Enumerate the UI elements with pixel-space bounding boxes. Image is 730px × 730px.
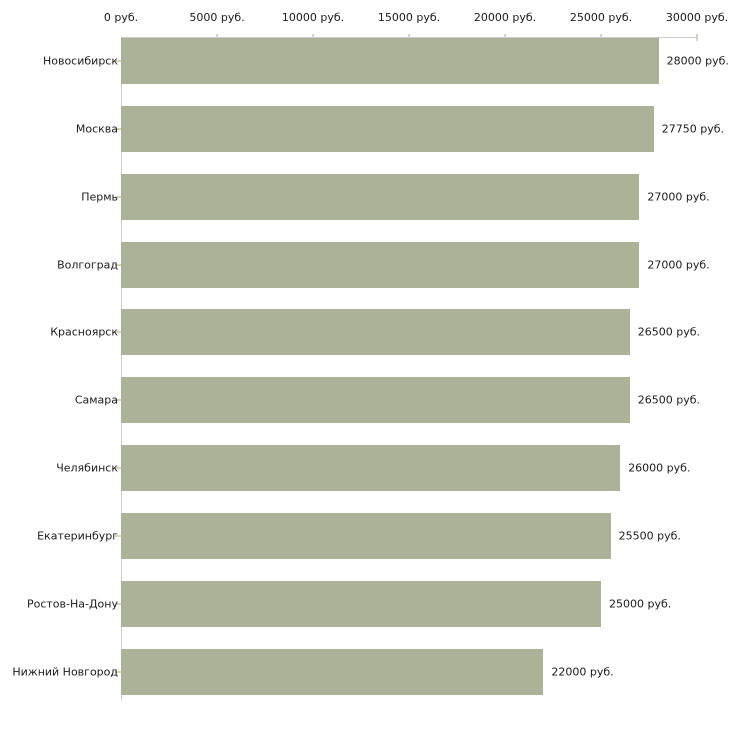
bar [121,648,544,695]
category-label: Москва [75,122,118,136]
category-label: Ростов-На-Дону [26,597,118,611]
value-label: 26000 руб. [628,461,691,475]
category-label: Пермь [81,190,118,204]
x-axis-tick-mark [696,34,698,41]
x-axis-tick-label: 5000 руб. [189,11,245,24]
bar-row: Екатеринбург 25500 руб. [0,512,730,559]
bar-row: Новосибирск 28000 руб. [0,38,730,84]
value-label: 27750 руб. [661,122,725,136]
bar [121,38,659,84]
value-label: 25500 руб. [618,529,681,543]
category-label: Красноярск [50,325,118,339]
bar [121,377,630,424]
y-axis-tick-mark [115,399,121,402]
category-label: Самара [74,393,118,407]
y-axis-tick-mark [115,602,121,605]
category-label: Екатеринбург [37,529,118,543]
x-axis-tick-label: 10000 руб. [281,11,345,24]
value-label: 27000 руб. [647,190,710,204]
x-axis-tick-label: 25000 руб. [569,11,633,24]
bar-row: Нижний Новгород 22000 руб. [0,648,730,695]
y-axis-tick-mark [115,263,121,266]
x-axis-tick-label: 0 руб. [103,11,139,24]
value-label: 22000 руб. [551,665,614,679]
value-label: 26500 руб. [637,325,701,339]
bar [121,105,654,152]
y-axis-tick-mark [115,670,121,673]
value-label: 26500 руб. [637,393,701,407]
y-axis-tick-mark [115,195,121,198]
value-label: 28000 руб. [666,54,729,68]
x-axis-tick-label: 30000 руб. [665,11,729,24]
value-label: 27000 руб. [647,258,710,272]
x-axis-line [121,37,697,38]
y-axis-tick-mark [115,534,121,537]
y-axis-tick-mark [115,60,121,62]
bar-row: Челябинск 26000 руб. [0,445,730,492]
x-axis-tick-label: 15000 руб. [377,11,441,24]
bar-row: Пермь 27000 руб. [0,173,730,220]
bar-row: Москва 27750 руб. [0,105,730,152]
bar-row: Самара 26500 руб. [0,377,730,424]
y-axis-tick-mark [115,331,121,334]
category-label: Волгоград [57,258,118,272]
bar [121,512,611,559]
value-label: 25000 руб. [609,597,672,611]
x-axis-tick-label: 20000 руб. [473,11,537,24]
category-label: Нижний Новгород [12,665,118,679]
bar-row: Волгоград 27000 руб. [0,241,730,288]
bar [121,580,601,627]
bar [121,309,630,356]
y-axis-tick-mark [115,467,121,470]
bar [121,445,621,492]
y-axis-tick-mark [115,127,121,130]
bar [121,173,640,220]
bar [121,241,640,288]
bar-row: Ростов-На-Дону 25000 руб. [0,580,730,627]
category-label: Новосибирск [42,54,118,68]
y-axis-line [121,37,122,700]
category-label: Челябинск [56,461,118,475]
bar-row: Красноярск 26500 руб. [0,309,730,356]
